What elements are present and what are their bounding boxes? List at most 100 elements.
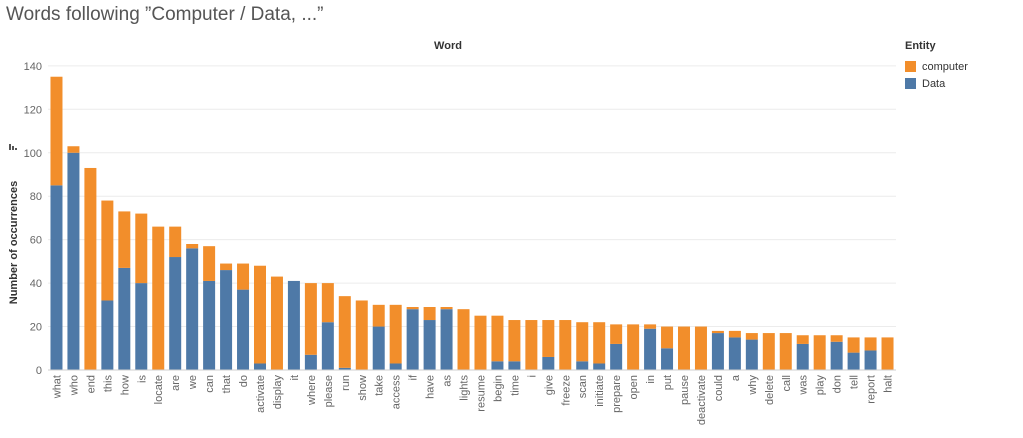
bar-computer-can: [203, 246, 216, 281]
x-tick-label-begin: begin: [492, 375, 504, 402]
bar-data-tell: [847, 352, 860, 370]
chart-title: Words following ”Computer / Data, ...”: [6, 4, 324, 25]
bar-data-are: [169, 257, 182, 370]
y-tick-label-100: 100: [24, 148, 42, 160]
bar-computer-tell: [847, 337, 860, 353]
x-tick-label-display: display: [272, 375, 284, 410]
bar-computer-i: [525, 320, 538, 370]
bar-computer-halt: [881, 337, 894, 370]
bar-computer-what: [50, 76, 63, 186]
bar-computer-in: [644, 324, 657, 329]
bar-computer-is: [135, 213, 148, 284]
bar-data-what: [50, 185, 63, 370]
x-tick-label-run: run: [340, 375, 352, 391]
bar-computer-who: [67, 146, 80, 153]
x-tick-label-give: give: [543, 375, 555, 395]
y-tick-label-0: 0: [36, 365, 42, 377]
x-tick-label-locate: locate: [153, 375, 165, 404]
x-tick-label-are: are: [170, 375, 182, 391]
x-tick-label-in: in: [645, 375, 657, 384]
x-tick-label-why: why: [747, 375, 759, 396]
x-tick-label-that: that: [221, 375, 233, 393]
bar-data-have: [423, 320, 436, 370]
x-tick-label-show: show: [357, 375, 369, 401]
x-tick-label-it: it: [289, 375, 301, 381]
x-tick-label-report: report: [866, 375, 878, 404]
bar-data-initiate: [593, 363, 606, 370]
x-tick-label-access: access: [391, 375, 403, 410]
bar-data-why: [745, 339, 758, 370]
bar-computer-a: [728, 330, 741, 338]
x-tick-label-have: have: [425, 375, 437, 399]
bar-data-could: [711, 333, 724, 370]
legend: Entity computer Data: [905, 40, 968, 92]
axis-sort-icon-bar2: [12, 146, 14, 150]
x-tick-label-where: where: [306, 375, 318, 406]
x-tick-label-activate: activate: [255, 375, 267, 413]
bar-data-where: [304, 354, 317, 370]
bar-data-who: [67, 152, 80, 370]
bar-data-prepare: [610, 343, 623, 370]
x-tick-label-halt: halt: [883, 375, 895, 393]
legend-item-data[interactable]: Data: [905, 75, 968, 92]
x-tick-label-can: can: [204, 375, 216, 393]
x-tick-label-time: time: [509, 375, 521, 396]
x-tick-label-initiate: initiate: [594, 375, 606, 407]
bar-computer-deactivate: [694, 326, 707, 370]
y-tick-label-60: 60: [30, 235, 42, 247]
y-tick-label-80: 80: [30, 191, 42, 203]
bar-computer-how: [118, 211, 131, 268]
x-tick-label-deactivate: deactivate: [696, 375, 708, 425]
x-tick-label-please: please: [323, 375, 335, 407]
bar-data-please: [321, 322, 334, 370]
x-tick-label-prepare: prepare: [611, 375, 623, 413]
bar-computer-why: [745, 333, 758, 340]
bar-data-begin: [491, 361, 504, 370]
bar-computer-run: [338, 296, 351, 368]
bar-data-run: [338, 367, 351, 370]
bar-data-don: [830, 341, 843, 370]
bar-computer-are: [169, 226, 182, 258]
bar-computer-report: [864, 337, 877, 351]
legend-swatch-computer: [905, 61, 916, 72]
bar-computer-we: [186, 244, 199, 249]
bar-computer-where: [304, 283, 317, 355]
bar-data-activate: [254, 363, 266, 370]
bar-data-access: [389, 363, 402, 370]
y-tick-label-140: 140: [24, 61, 42, 73]
bar-computer-resume: [474, 315, 487, 370]
x-tick-label-play: play: [815, 375, 827, 396]
x-tick-label-lights: lights: [459, 375, 471, 401]
x-tick-label-put: put: [662, 375, 674, 390]
bar-computer-this: [101, 200, 114, 301]
x-tick-label-how: how: [119, 375, 131, 395]
bar-computer-do: [237, 263, 250, 290]
bar-data-was: [796, 343, 809, 370]
bar-data-as: [440, 309, 453, 370]
y-axis-title: Number of occurrences: [8, 181, 20, 304]
legend-item-computer[interactable]: computer: [905, 58, 968, 75]
x-tick-label-was: was: [798, 375, 810, 396]
bar-computer-end: [84, 167, 97, 370]
x-tick-label-i: i: [526, 375, 538, 377]
bar-computer-if: [406, 307, 419, 310]
bar-computer-give: [542, 320, 555, 357]
x-tick-label-delete: delete: [764, 375, 776, 405]
bar-computer-begin: [491, 315, 504, 362]
x-tick-label-if: if: [408, 374, 420, 380]
x-tick-label-could: could: [713, 375, 725, 401]
bar-computer-put: [661, 326, 674, 349]
x-tick-label-call: call: [781, 375, 793, 392]
bar-computer-display: [270, 276, 283, 370]
bar-data-give: [542, 356, 555, 370]
bar-computer-have: [423, 307, 436, 321]
x-tick-label-a: a: [730, 374, 742, 381]
x-tick-label-scan: scan: [577, 375, 589, 398]
bar-computer-delete: [762, 333, 775, 370]
bar-computer-call: [779, 333, 792, 370]
bar-data-that: [220, 270, 233, 370]
bar-data-it: [287, 280, 300, 370]
bar-computer-time: [508, 320, 521, 362]
bar-computer-open: [627, 324, 640, 370]
